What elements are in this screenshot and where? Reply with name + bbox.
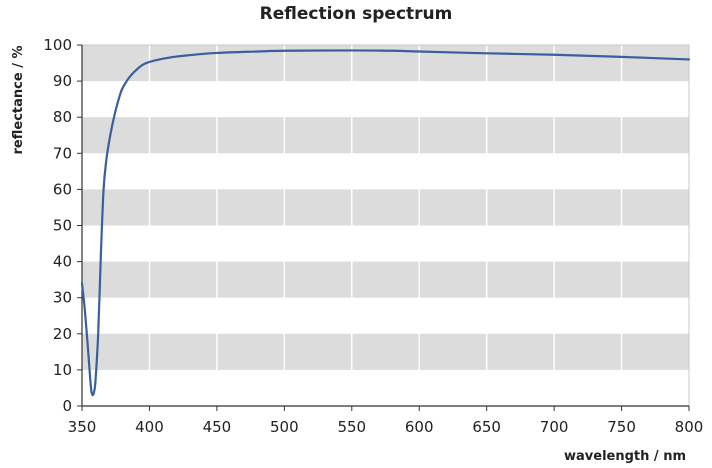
band-50-60: [82, 189, 689, 226]
band-10-20: [82, 333, 689, 370]
x-tick-label-650: 650: [472, 418, 501, 436]
vertical-gridlines: [148, 45, 623, 406]
series-line-0: [80, 49, 691, 397]
x-tick-label-750: 750: [607, 418, 636, 436]
series-layer: [80, 49, 691, 397]
chart-title: Reflection spectrum: [259, 4, 453, 24]
x-tick-labels: 350 400 450 500 550 600 650 700 750 800: [68, 418, 704, 436]
x-tick-label-550: 550: [337, 418, 366, 436]
band-30-40: [82, 261, 689, 298]
x-tick-label-400: 400: [135, 418, 164, 436]
y-tick-label-40: 40: [53, 253, 72, 271]
y-tick-label-100: 100: [43, 36, 72, 54]
y-tick-label-90: 90: [53, 72, 72, 90]
y-tick-label-80: 80: [53, 108, 72, 126]
axes: [77, 44, 690, 411]
background-bands: [82, 45, 689, 406]
x-tick-label-600: 600: [405, 418, 434, 436]
x-tick-label-800: 800: [675, 418, 704, 436]
x-tick-label-500: 500: [270, 418, 299, 436]
y-tick-label-10: 10: [53, 361, 72, 379]
y-axis-label: reflectance / %: [11, 46, 26, 155]
x-axis-label: wavelength / nm: [564, 449, 686, 464]
y-tick-label-50: 50: [53, 217, 72, 235]
x-tick-label-450: 450: [203, 418, 232, 436]
band-70-80: [82, 117, 689, 154]
y-tick-label-60: 60: [53, 180, 72, 198]
x-tick-label-700: 700: [540, 418, 569, 436]
x-tick-label-350: 350: [68, 418, 97, 436]
y-tick-label-20: 20: [53, 325, 72, 343]
y-tick-label-70: 70: [53, 144, 72, 162]
y-tick-label-0: 0: [62, 397, 72, 415]
y-tick-label-30: 30: [53, 289, 72, 307]
y-tick-labels: 0 10 20 30 40 50 60 70 80 90 100: [43, 36, 72, 415]
